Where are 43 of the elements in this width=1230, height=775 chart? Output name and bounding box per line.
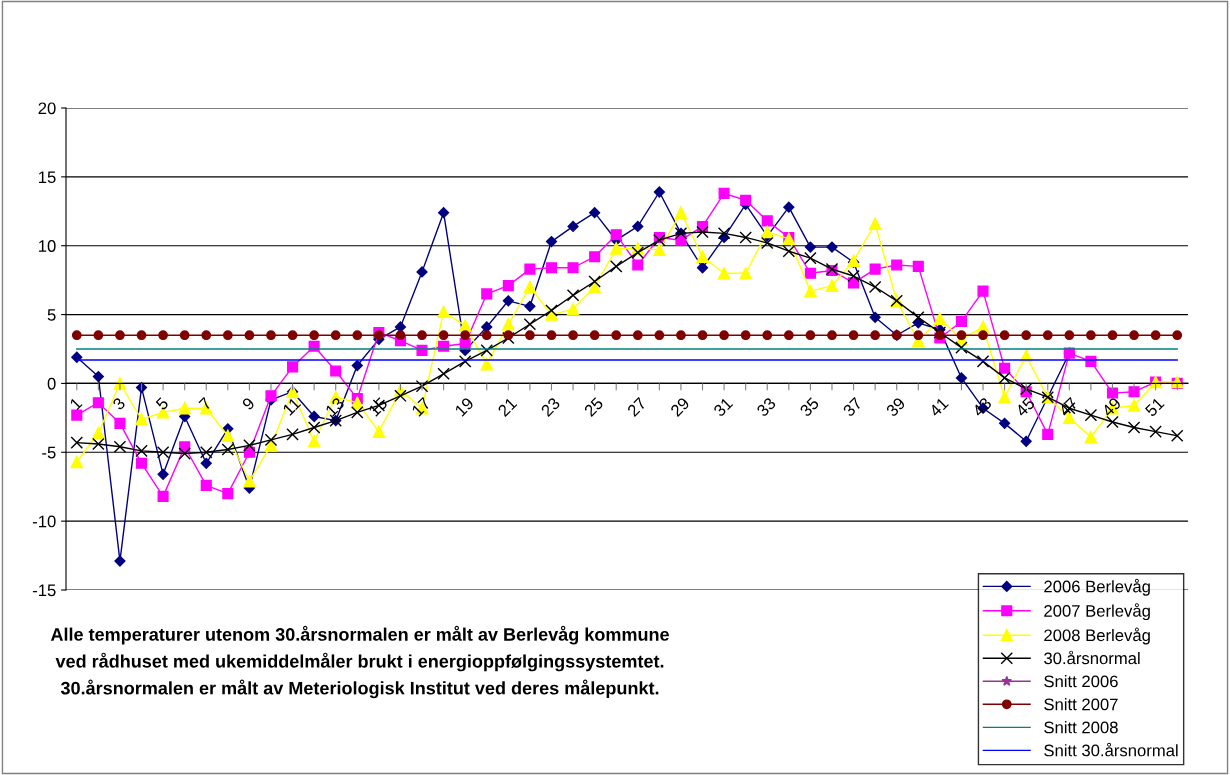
x-tick-label: 19: [454, 396, 475, 417]
x-tick-label: 3: [111, 396, 126, 411]
x-tick-label: 15: [368, 396, 389, 417]
x-tick-label: 17: [411, 396, 432, 417]
x-tick-label: 9: [241, 396, 256, 411]
x-tick-label: 11: [282, 396, 302, 416]
y-tick-label: 15: [39, 171, 56, 184]
x-tick-label: 33: [755, 396, 777, 418]
y-tick-label: -15: [32, 584, 56, 597]
x-tick-label: 1: [69, 396, 83, 411]
legend-label: Snitt 2007: [1044, 698, 1118, 711]
y-tick-label: 5: [47, 309, 56, 321]
y-tick-label: 20: [38, 102, 56, 115]
x-tick-label: 27: [626, 396, 647, 417]
legend-label: 2008 Berlevåg: [1044, 627, 1150, 645]
legend-label: Snitt 2008: [1044, 721, 1118, 734]
legend-label: 2006 Berlevåg: [1044, 578, 1150, 596]
legend-label: Snitt 2006: [1044, 675, 1118, 688]
x-tick-label: 23: [540, 396, 561, 418]
x-tick-label: 25: [583, 396, 604, 418]
legend-label: 2007 Berlevåg: [1044, 603, 1150, 621]
x-tick-label: 31: [712, 396, 734, 418]
x-tick-label: 29: [669, 396, 691, 418]
x-tick-label: 49: [1101, 396, 1122, 418]
x-tick-label: 47: [1057, 396, 1079, 418]
y-tick-label: 0: [47, 377, 56, 390]
y-tick-label: -5: [42, 446, 56, 459]
x-tick-label: 45: [1014, 396, 1036, 418]
x-tick-label: 5: [155, 396, 170, 411]
text: Alle temperaturer utenom 30.årsnormalen er målt av Berlevåg kommune ved rådhuset med ukemiddelmåler brukt i energioppfølgingssystemtet. 30.årsnormalen er målt av Meteriologisk Institut ved deres målepunkt.: [50, 625, 669, 699]
y-tick-label: -10: [32, 515, 56, 528]
legend-label: Snitt 30.årsnormal: [1044, 742, 1178, 757]
y-tick-label: 10: [39, 240, 56, 252]
legend-label: 30.årsnormal: [1044, 650, 1140, 665]
x-tick-label: 7: [198, 396, 212, 411]
x-tick-label: 41: [928, 396, 949, 418]
x-tick-label: 39: [885, 396, 906, 418]
x-tick-label: 21: [497, 396, 518, 417]
x-tick-label: 37: [842, 396, 863, 418]
x-tick-label: 51: [1144, 396, 1165, 418]
x-tick-label: 43: [971, 396, 993, 418]
x-tick-label: 35: [799, 396, 820, 418]
x-tick-label: 13: [324, 396, 345, 417]
